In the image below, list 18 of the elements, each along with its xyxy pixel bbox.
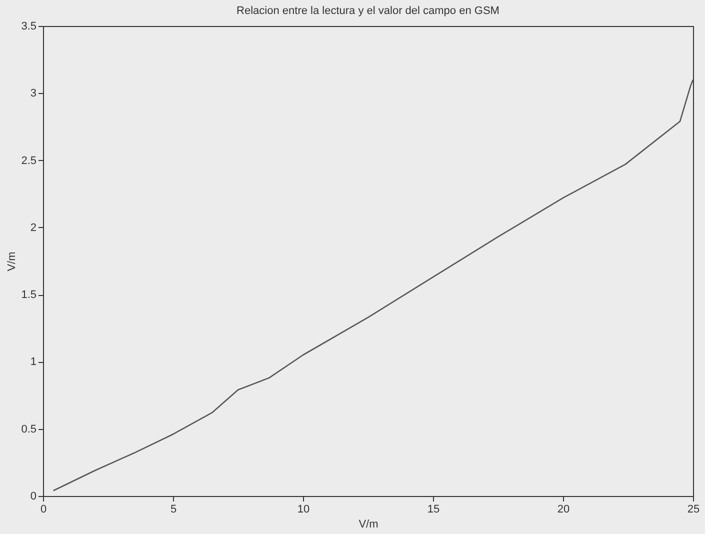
x-axis-title: V/m [358, 518, 378, 530]
y-tick-label: 1 [30, 356, 36, 368]
x-tick-label: 5 [170, 504, 177, 516]
y-tick-label: 2.5 [21, 154, 36, 167]
y-tick-label: 0.5 [21, 423, 36, 436]
x-tick-label: 10 [297, 504, 310, 516]
y-axis-title: V/m [6, 252, 18, 272]
line-series [52, 79, 694, 492]
chart-title: Relacion entre la lectura y el valor del campo en GSM [236, 5, 500, 17]
y-tick-label: 3 [30, 88, 36, 100]
y-tick-label: 3.5 [21, 20, 36, 32]
y-tick-label: 1.5 [21, 289, 36, 302]
x-tick-label: 0 [40, 504, 47, 516]
x-tick-label: 25 [687, 504, 700, 516]
x-tick-label: 15 [427, 504, 440, 516]
x-tick-label: 20 [557, 504, 570, 516]
y-tick-label: 0 [30, 490, 36, 502]
y-tick-label: 2 [30, 222, 36, 234]
